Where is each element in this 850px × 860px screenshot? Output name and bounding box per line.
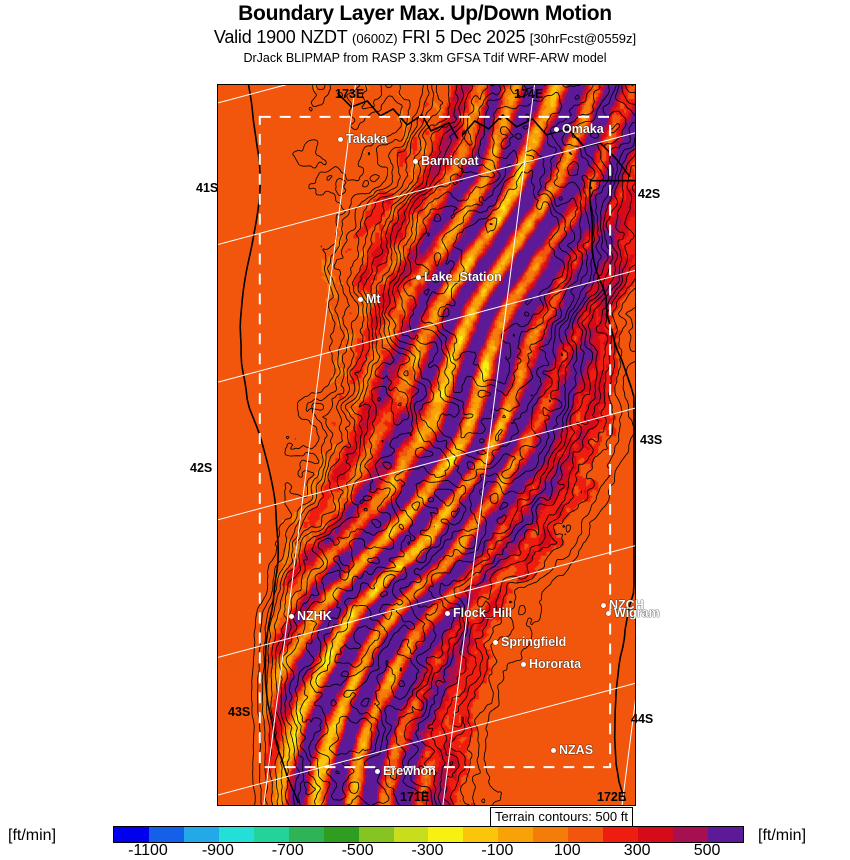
colorbar-segment: [707, 827, 743, 842]
coastline: [239, 85, 635, 804]
colorbar-segment: [533, 827, 569, 842]
graticule-label: 41S: [196, 181, 219, 195]
colorbar-tick: -700: [271, 842, 304, 859]
colorbar-segment: [323, 827, 359, 842]
valid-date: FRI 5 Dec 2025: [402, 27, 526, 47]
colorbar-segment: [114, 827, 149, 842]
terrain-contour-lines: [251, 85, 635, 805]
colorbar-segment: [148, 827, 184, 842]
colorbar-tick: 100: [553, 842, 581, 859]
colorbar-segment: [498, 827, 534, 842]
graticule-label: 42S: [638, 187, 661, 201]
map-frame[interactable]: [217, 84, 636, 806]
colorbar-segment: [673, 827, 708, 842]
colorbar-tick-labels: -1100 -900 -700 -500 -300 -100 100 300 500: [0, 842, 850, 860]
colorbar-segment: [428, 827, 464, 842]
colorbar-segment: [288, 827, 324, 842]
graticule-label: 43S: [640, 433, 663, 447]
colorbar-unit-right: [ft/min]: [758, 827, 807, 844]
colorbar-unit-left: [ft/min]: [8, 827, 57, 844]
subdomain-box: [258, 115, 612, 769]
forecast-tag: [30hrFcst@0559z]: [529, 31, 637, 46]
graticule-label: 42S: [190, 461, 213, 475]
valid-time-utc: (0600Z): [352, 31, 398, 46]
colorbar-segment: [603, 827, 639, 842]
colorbar-segment: [358, 827, 394, 842]
colorbar-segment: [253, 827, 289, 842]
colorbar-segment: [568, 827, 604, 842]
valid-time: Valid 1900 NZDT: [213, 27, 348, 47]
valid-time-line: Valid 1900 NZDT (0600Z) FRI 5 Dec 2025 […: [0, 27, 850, 49]
graticule-label: 43S: [228, 705, 251, 719]
colorbar-tick: -500: [341, 842, 374, 859]
title-block: Boundary Layer Max. Up/Down Motion Valid…: [0, 0, 850, 66]
colorbar-tick: -1100: [128, 842, 168, 859]
terrain-contour-note: Terrain contours: 500 ft: [490, 807, 633, 827]
colorbar-tick: -300: [411, 842, 444, 859]
colorbar-tick: -900: [201, 842, 234, 859]
graticule-label: 44S: [631, 712, 654, 726]
colorbar-segment: [638, 827, 673, 842]
colorbar-segment: [183, 827, 219, 842]
colorbar-tick: 300: [623, 842, 651, 859]
colorbar-segment: [393, 827, 429, 842]
map-vector-overlay: [218, 85, 635, 805]
colorbar-gradient: [113, 826, 744, 843]
colorbar-segment: [218, 827, 254, 842]
colorbar-tick: -100: [481, 842, 514, 859]
colorbar-segment: [463, 827, 499, 842]
model-source: DrJack BLIPMAP from RASP 3.3km GFSA Tdif…: [243, 51, 607, 65]
colorbar: [ft/min] [ft/min] -1100 -900 -700 -500 -300-…: [0, 824, 850, 860]
graticule-lines: [218, 85, 635, 805]
colorbar-tick: 500: [693, 842, 721, 859]
page-title: Boundary Layer Max. Up/Down Motion: [238, 2, 612, 25]
